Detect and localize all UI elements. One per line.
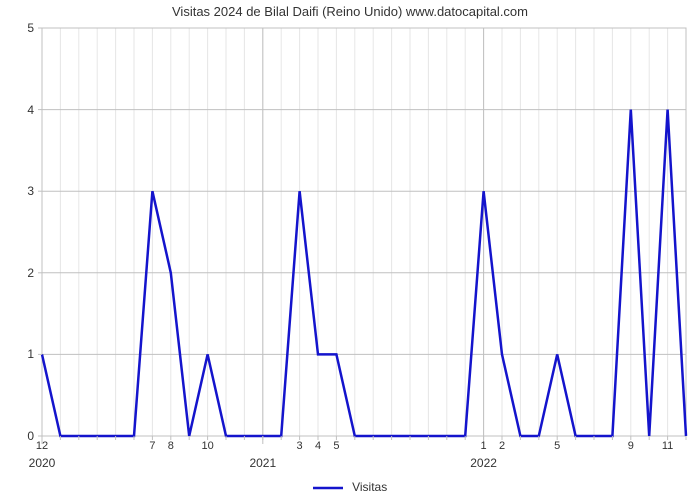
x-tick-label: 7 — [149, 440, 155, 452]
x-major-label: 2020 — [29, 456, 56, 470]
x-major-label: 2021 — [249, 456, 276, 470]
plot-svg — [42, 28, 686, 436]
x-tick-label: 5 — [554, 440, 560, 452]
x-tick-label: 3 — [297, 440, 303, 452]
y-tick-label: 4 — [0, 103, 34, 117]
y-tick-label: 3 — [0, 184, 34, 198]
x-tick-label: 8 — [168, 440, 174, 452]
plot-area — [42, 28, 686, 436]
legend-label: Visitas — [352, 480, 387, 494]
y-tick-label: 0 — [0, 429, 34, 443]
chart-title: Visitas 2024 de Bilal Daifi (Reino Unido… — [0, 4, 700, 19]
x-tick-label: 10 — [201, 440, 213, 452]
x-tick-label: 9 — [628, 440, 634, 452]
chart-container: Visitas 2024 de Bilal Daifi (Reino Unido… — [0, 0, 700, 500]
y-tick-label: 2 — [0, 266, 34, 280]
x-tick-label: 4 — [315, 440, 321, 452]
x-tick-label: 12 — [36, 440, 48, 452]
y-tick-label: 1 — [0, 347, 34, 361]
x-tick-label: 11 — [662, 440, 673, 452]
x-tick-label: 1 — [481, 440, 487, 452]
legend: Visitas — [0, 480, 700, 494]
x-tick-label: 2 — [499, 440, 505, 452]
legend-swatch — [313, 483, 343, 493]
x-tick-label: 5 — [333, 440, 339, 452]
y-tick-label: 5 — [0, 21, 34, 35]
x-major-label: 2022 — [470, 456, 497, 470]
